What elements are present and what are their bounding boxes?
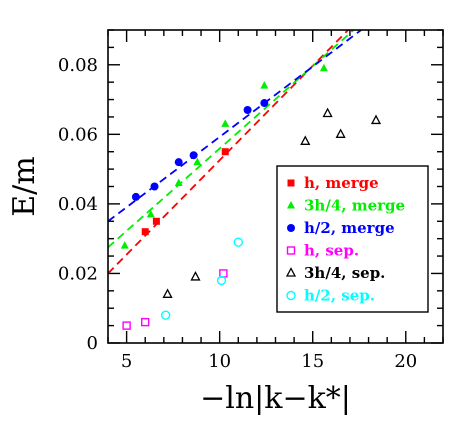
data-point [260,81,269,89]
data-point [322,107,333,118]
data-point [122,321,131,330]
x-tick-label: 20 [394,351,417,372]
data-point [260,99,269,108]
legend-box [276,165,429,313]
legend-label: h, sep. [304,242,359,260]
y-tick-label: 0.04 [58,194,98,215]
fit-line [108,30,355,249]
data-point [152,217,160,225]
legend-marker [287,201,295,209]
data-point [335,128,346,138]
data-point [221,148,229,156]
data-point [174,178,183,187]
legend: h, merge 3h/4, merge h/2, merge h, sep. 3h/4… [276,165,429,313]
fit-line [108,30,362,222]
data-point [193,157,202,166]
data-point [141,228,149,236]
data-point [120,241,129,249]
data-point [233,237,243,247]
plot-frame [107,29,444,344]
legend-marker [287,179,295,187]
data-point [300,135,311,145]
legend-marker [287,224,295,232]
data-point [319,63,328,72]
legend-label: h, merge [304,174,379,192]
data-point [189,151,198,160]
data-point [174,158,183,167]
x-tick-label: 15 [301,351,324,372]
data-point [190,271,201,281]
y-tick-label: 0.02 [58,263,98,284]
legend-marker [286,290,296,301]
legend-marker [286,246,296,255]
data-point [141,317,150,327]
data-point [221,119,230,127]
data-point [131,192,140,201]
y-tick-label: 0 [87,333,98,354]
data-point [162,288,173,298]
y-tick-label: 0.08 [58,55,98,76]
y-axis-title: E/m [7,156,42,216]
x-tick-label: 5 [121,351,132,372]
legend-label: 3h/4, merge [304,197,405,215]
data-point [150,182,159,191]
legend-marker [285,267,297,277]
data-point [370,114,382,125]
data-point [160,310,171,320]
data-point [216,275,227,286]
data-point [243,105,252,114]
x-tick-label: 10 [208,351,231,372]
x-axis-title: −ln|k−k*| [200,381,351,416]
legend-label: h/2, merge [304,219,395,237]
legend-label: h/2, sep. [304,287,375,305]
data-point [146,209,155,218]
y-tick-label: 0.06 [58,124,98,145]
legend-label: 3h/4, sep. [304,264,385,282]
